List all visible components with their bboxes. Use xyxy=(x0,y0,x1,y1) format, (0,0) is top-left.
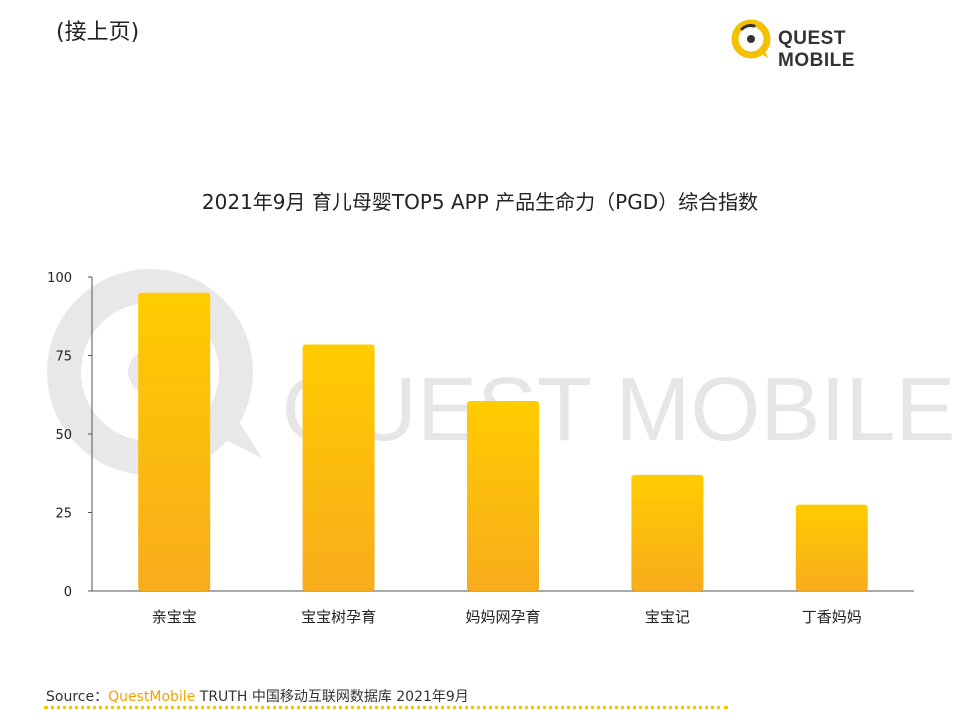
source-note: Source：QuestMobile TRUTH 中国移动互联网数据库 2021… xyxy=(46,686,469,706)
questmobile-logo: QUEST MOBILE xyxy=(728,16,928,71)
y-tick-label: 25 xyxy=(55,507,72,522)
source-brand: QuestMobile xyxy=(108,689,196,705)
source-rest: TRUTH 中国移动互联网数据库 2021年9月 xyxy=(195,689,469,705)
bar xyxy=(467,401,539,591)
labels: 0 25 50 75 100 亲宝宝 宝宝树孕育 妈妈网孕育 宝宝记 丁香妈妈 xyxy=(47,271,862,626)
bar xyxy=(631,474,704,591)
x-category-label: 丁香妈妈 xyxy=(802,608,862,626)
logo-text: QUEST MOBILE xyxy=(778,28,855,71)
y-tick-label: 75 xyxy=(55,350,72,365)
y-tick-label: 50 xyxy=(55,428,72,443)
logo-ring-icon xyxy=(731,19,771,59)
source-label: Source： xyxy=(46,689,109,705)
bar xyxy=(138,292,211,591)
watermark-text: QUEST MOBILE xyxy=(282,360,956,460)
x-category-label: 妈妈网孕育 xyxy=(465,608,540,626)
x-category-label: 宝宝记 xyxy=(645,608,690,626)
footer-divider xyxy=(44,706,728,709)
chart-title: 2021年9月 育儿母婴TOP5 APP 产品生命力（PGD）综合指数 xyxy=(201,190,759,214)
continued-label: (接上页) xyxy=(56,20,140,45)
y-tick-label: 0 xyxy=(64,585,72,600)
x-category-label: 亲宝宝 xyxy=(152,608,197,626)
y-tick-label: 100 xyxy=(47,271,72,286)
bar xyxy=(795,504,868,591)
x-category-label: 宝宝树孕育 xyxy=(301,608,376,626)
bars xyxy=(138,292,868,591)
bar xyxy=(302,344,375,591)
